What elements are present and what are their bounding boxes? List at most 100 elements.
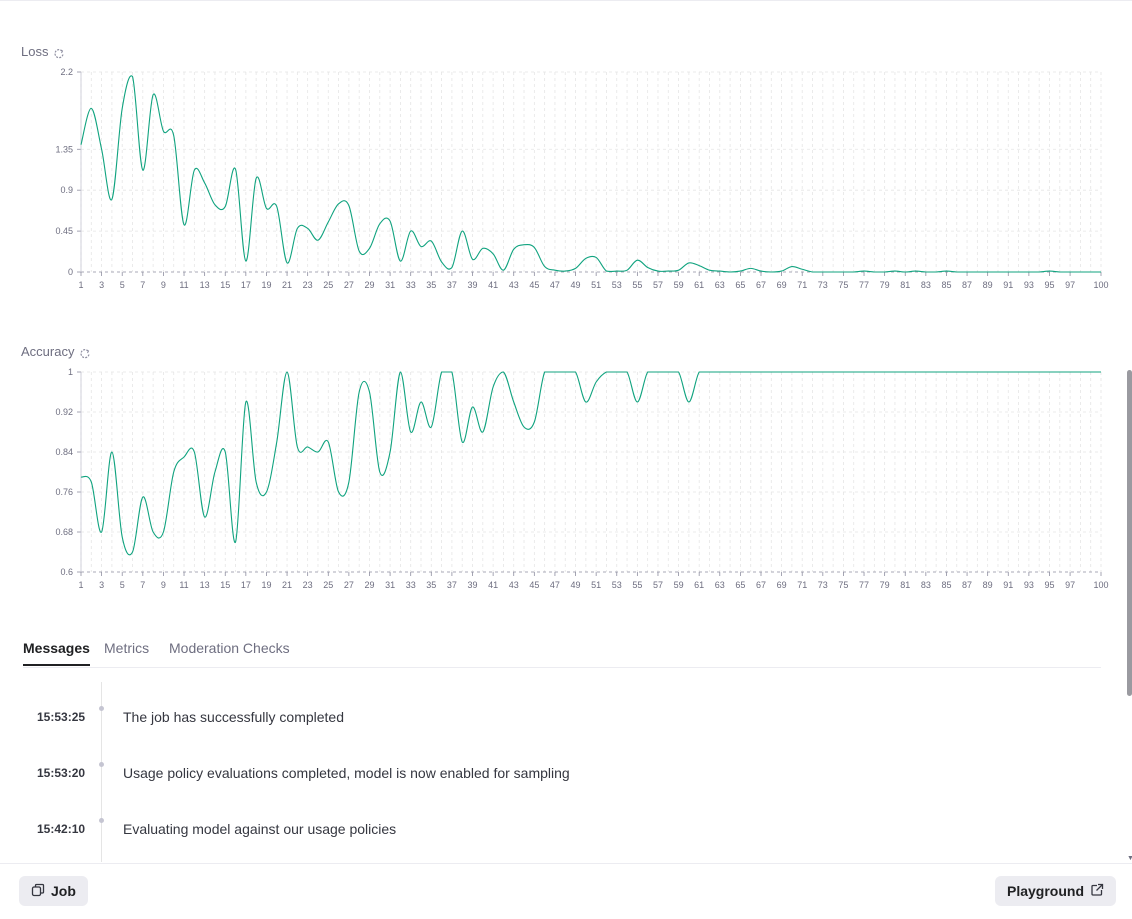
- loss-x-tick-label: 57: [653, 280, 663, 290]
- accuracy-x-tick-label: 89: [983, 580, 993, 590]
- loss-x-tick-label: 49: [571, 280, 581, 290]
- accuracy-x-tick-label: 33: [406, 580, 416, 590]
- loss-x-tick-label: 13: [200, 280, 210, 290]
- loss-x-tick-label: 71: [797, 280, 807, 290]
- timeline-dot: [99, 818, 104, 823]
- loss-x-tick-label: 81: [900, 280, 910, 290]
- list-item: 15:42:10 Evaluating model against our us…: [0, 818, 1100, 842]
- loss-x-tick-label: 87: [962, 280, 972, 290]
- accuracy-y-tick-label: 0.92: [55, 407, 73, 417]
- accuracy-chart-title-text: Accuracy: [21, 344, 75, 359]
- loss-chart-title: Loss: [21, 44, 65, 59]
- loss-x-tick-label: 51: [591, 280, 601, 290]
- accuracy-x-tick-label: 9: [161, 580, 166, 590]
- playground-button[interactable]: Playground: [995, 876, 1117, 906]
- loss-x-tick-label: 47: [550, 280, 560, 290]
- loss-x-tick-label: 83: [921, 280, 931, 290]
- accuracy-x-tick-label: 87: [962, 580, 972, 590]
- loss-x-tick-label: 45: [529, 280, 539, 290]
- loss-x-tick-label: 100: [1093, 280, 1108, 290]
- loss-x-tick-label: 75: [838, 280, 848, 290]
- accuracy-x-tick-label: 67: [756, 580, 766, 590]
- loss-x-tick-label: 63: [715, 280, 725, 290]
- reset-zoom-icon[interactable]: [80, 347, 91, 358]
- accuracy-x-tick-label: 13: [200, 580, 210, 590]
- accuracy-x-tick-label: 75: [838, 580, 848, 590]
- loss-x-tick-label: 59: [674, 280, 684, 290]
- accuracy-y-tick-label: 0.6: [60, 567, 73, 577]
- timeline-dot: [99, 706, 104, 711]
- accuracy-x-tick-label: 73: [818, 580, 828, 590]
- loss-x-tick-label: 37: [447, 280, 457, 290]
- loss-y-tick-label: 0.9: [60, 185, 73, 195]
- timeline-dot: [99, 762, 104, 767]
- message-text: Usage policy evaluations completed, mode…: [123, 765, 570, 781]
- top-divider: [0, 0, 1132, 1]
- accuracy-x-tick-label: 61: [694, 580, 704, 590]
- accuracy-x-tick-label: 57: [653, 580, 663, 590]
- accuracy-y-tick-label: 0.84: [55, 447, 73, 457]
- messages-timeline: 15:53:25 The job has successfully comple…: [0, 682, 1120, 862]
- loss-x-tick-label: 41: [488, 280, 498, 290]
- bottom-bar: Job Playground: [0, 863, 1132, 919]
- loss-x-tick-label: 5: [120, 280, 125, 290]
- loss-x-tick-label: 79: [880, 280, 890, 290]
- loss-x-tick-label: 35: [426, 280, 436, 290]
- accuracy-x-tick-label: 3: [99, 580, 104, 590]
- loss-x-tick-label: 23: [303, 280, 313, 290]
- list-item: 15:53:20 Usage policy evaluations comple…: [0, 762, 1100, 786]
- accuracy-x-tick-label: 47: [550, 580, 560, 590]
- accuracy-x-tick-label: 55: [632, 580, 642, 590]
- message-time: 15:53:25: [37, 710, 86, 724]
- loss-x-tick-label: 17: [241, 280, 251, 290]
- tab-moderation-checks[interactable]: Moderation Checks: [169, 640, 290, 656]
- accuracy-x-tick-label: 97: [1065, 580, 1075, 590]
- tab-metrics[interactable]: Metrics: [104, 640, 150, 656]
- accuracy-x-tick-label: 5: [120, 580, 125, 590]
- loss-series-line: [80, 75, 1101, 273]
- scrollbar-thumb[interactable]: [1127, 370, 1132, 696]
- accuracy-x-tick-label: 1: [78, 580, 83, 590]
- loss-chart-title-text: Loss: [21, 44, 49, 59]
- accuracy-x-tick-label: 77: [859, 580, 869, 590]
- loss-x-tick-label: 77: [859, 280, 869, 290]
- loss-x-tick-label: 29: [364, 280, 374, 290]
- loss-x-tick-label: 61: [694, 280, 704, 290]
- loss-x-tick-label: 43: [509, 280, 519, 290]
- accuracy-y-tick-label: 1: [68, 367, 73, 377]
- accuracy-x-tick-label: 39: [468, 580, 478, 590]
- accuracy-chart-title: Accuracy: [21, 344, 91, 359]
- reset-zoom-icon[interactable]: [54, 47, 65, 58]
- loss-x-tick-label: 65: [735, 280, 745, 290]
- list-item: 15:53:25 The job has successfully comple…: [0, 706, 1100, 730]
- accuracy-x-tick-label: 63: [715, 580, 725, 590]
- accuracy-x-tick-label: 83: [921, 580, 931, 590]
- accuracy-x-tick-label: 41: [488, 580, 498, 590]
- accuracy-x-tick-label: 35: [426, 580, 436, 590]
- accuracy-x-tick-label: 51: [591, 580, 601, 590]
- scroll-down-arrow-icon[interactable]: ▼: [1127, 855, 1132, 862]
- accuracy-x-tick-label: 15: [220, 580, 230, 590]
- loss-x-tick-label: 9: [161, 280, 166, 290]
- accuracy-x-tick-label: 93: [1024, 580, 1034, 590]
- accuracy-series-line: [80, 371, 1101, 556]
- accuracy-x-tick-label: 65: [735, 580, 745, 590]
- loss-x-tick-label: 1: [78, 280, 83, 290]
- loss-y-tick-label: 0: [68, 267, 73, 277]
- accuracy-x-tick-label: 95: [1044, 580, 1054, 590]
- accuracy-x-tick-label: 100: [1093, 580, 1108, 590]
- accuracy-x-tick-label: 21: [282, 580, 292, 590]
- loss-x-tick-label: 7: [140, 280, 145, 290]
- external-link-icon: [1090, 883, 1104, 900]
- loss-x-tick-label: 53: [612, 280, 622, 290]
- playground-button-label: Playground: [1007, 883, 1085, 899]
- accuracy-x-tick-label: 59: [674, 580, 684, 590]
- accuracy-x-tick-label: 79: [880, 580, 890, 590]
- message-time: 15:42:10: [37, 822, 86, 836]
- tab-messages[interactable]: Messages: [23, 640, 90, 666]
- job-button[interactable]: Job: [19, 876, 88, 906]
- loss-x-tick-label: 27: [344, 280, 354, 290]
- accuracy-x-tick-label: 11: [179, 580, 188, 590]
- accuracy-x-tick-label: 43: [509, 580, 519, 590]
